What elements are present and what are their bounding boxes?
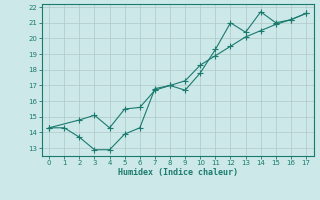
X-axis label: Humidex (Indice chaleur): Humidex (Indice chaleur) [118, 168, 237, 177]
